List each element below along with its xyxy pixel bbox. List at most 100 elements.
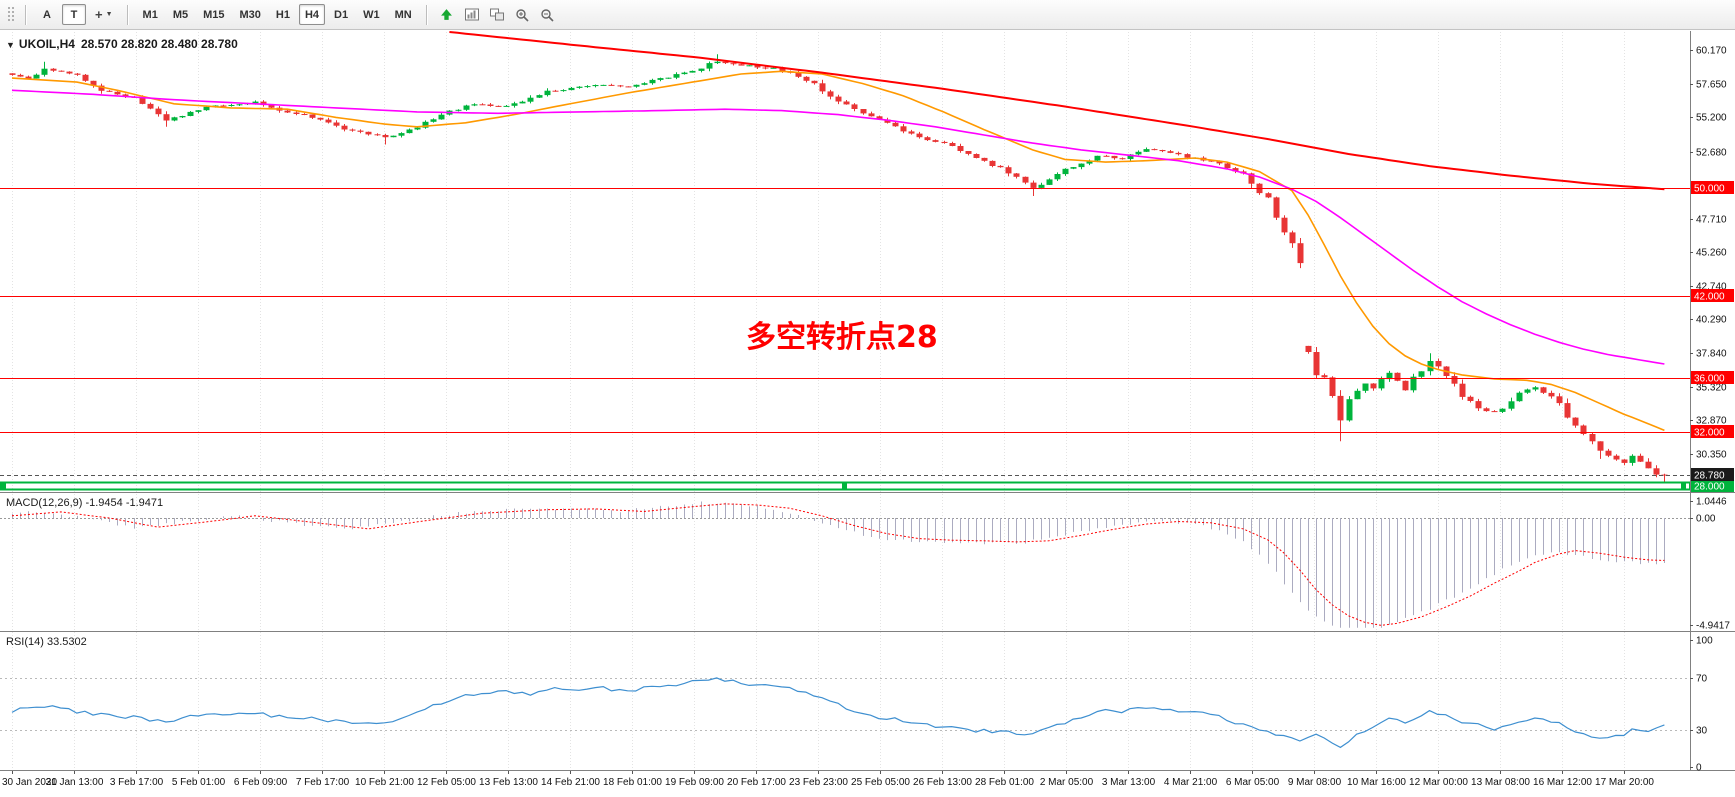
level-price-badge-text: 36.000 [1694,374,1725,385]
price-axis-label: 35.320 [1696,383,1727,394]
crosshair-icon: + [95,7,103,22]
price-axis-label: 40.290 [1696,315,1727,326]
price-axis-label: 32.870 [1696,416,1727,427]
time-axis-label: 20 Feb 17:00 [727,777,786,788]
level-price-badge [1691,425,1734,438]
level-price-badge-text: 50.000 [1694,184,1725,195]
level-price-badge-text: 42.000 [1694,292,1725,303]
time-axis-label: 16 Mar 12:00 [1533,777,1592,788]
price-axis-label: 30 [1696,726,1708,737]
timeframe-m1-button[interactable]: M1 [137,4,164,25]
time-axis-label: 31 Jan 13:00 [46,777,104,788]
zoom-out-icon[interactable] [536,4,558,25]
toolbar: A T + ▼ M1 M5 M15 M30 H1 H4 D1 W1 MN [0,0,1735,30]
timeframe-m5-button[interactable]: M5 [167,4,194,25]
chart-window-icon[interactable] [461,4,483,25]
toolbar-separator [425,4,428,25]
chart-symbol-label: ▼ UKOIL,H4 28.570 28.820 28.480 28.780 [6,37,238,51]
time-axis-label: 3 Feb 17:00 [110,777,164,788]
time-axis-label: 19 Feb 09:00 [665,777,724,788]
current-price-badge [1691,468,1734,481]
time-axis-label: 14 Feb 21:00 [541,777,600,788]
price-axis-label: 100 [1696,636,1713,647]
time-axis-label: 28 Feb 01:00 [975,777,1034,788]
timeframe-h1-button[interactable]: H1 [270,4,296,25]
macd-indicator-label: MACD(12,26,9) -1.9454 -1.9471 [6,497,164,509]
arrow-up-icon[interactable] [436,4,458,25]
toolbar-separator [25,4,27,25]
one-click-trading-toggle-icon[interactable]: ▼ [6,40,15,50]
drawing-tool-dropdown[interactable]: + ▼ [89,4,119,25]
caret-down-icon: ▼ [105,11,113,18]
zoom-in-icon[interactable] [511,4,533,25]
line-handle [1,483,6,489]
price-axis-label: 47.710 [1696,215,1727,226]
candlestick-layer [0,31,1690,491]
time-axis-label: 13 Mar 08:00 [1471,777,1530,788]
price-axis-label: 70 [1696,674,1708,685]
time-axis-label: 6 Mar 05:00 [1226,777,1280,788]
price-axis-label: 45.260 [1696,248,1727,259]
price-axis-label: 0.00 [1696,514,1716,525]
price-axis-label: 37.840 [1696,349,1727,360]
line-handle [842,483,847,489]
time-axis-label: 12 Feb 05:00 [417,777,476,788]
symbol-ohlc-values: 28.570 28.820 28.480 28.780 [80,37,238,51]
time-axis-label: 4 Mar 21:00 [1164,777,1218,788]
time-axis-label: 2 Mar 05:00 [1040,777,1094,788]
rsi-layer [0,677,1690,749]
rsi-indicator-label: RSI(14) 33.5302 [6,636,87,648]
time-axis-label: 7 Feb 17:00 [296,777,350,788]
time-axis-label: 26 Feb 13:00 [913,777,972,788]
level-price-badge-text: 28.000 [1694,482,1725,493]
price-axis-label: 42.740 [1696,282,1727,293]
timeframe-mn-button[interactable]: MN [389,4,418,25]
time-axis-label: 18 Feb 01:00 [603,777,662,788]
timeframe-w1-button[interactable]: W1 [357,4,386,25]
price-axis-label: 52.680 [1696,148,1727,159]
time-axis-label: 13 Feb 13:00 [479,777,538,788]
time-axis-label: 9 Mar 08:00 [1288,777,1342,788]
price-axis-label: 30.350 [1696,450,1727,461]
level-price-badge [1691,479,1734,492]
timeframe-d1-button[interactable]: D1 [328,4,354,25]
time-axis-label: 10 Feb 21:00 [355,777,414,788]
level-price-badge [1691,181,1734,194]
line-handle [1681,483,1686,489]
toolbar-separator [126,4,129,25]
toolbar-grip-icon[interactable] [4,4,18,26]
price-axis-label: 0 [1696,763,1702,774]
current-price-badge-text: 28.780 [1694,471,1725,482]
time-axis-label: 12 Mar 00:00 [1409,777,1468,788]
price-axis-label: -4.9417 [1696,621,1730,632]
price-axis-label: 1.0446 [1696,497,1727,508]
price-axis-label: 60.170 [1696,46,1727,57]
timeframe-h4-button[interactable]: H4 [298,4,326,25]
level-price-badge [1691,289,1734,302]
time-axis-label: 25 Feb 05:00 [851,777,910,788]
price-axis-label: 55.200 [1696,113,1727,124]
time-axis-label: 5 Feb 01:00 [172,777,226,788]
grip-dots-icon [8,6,14,21]
macd-layer [0,501,1690,628]
time-axis-label: 6 Feb 09:00 [234,777,288,788]
time-axis-label: 30 Jan 2020 [2,777,57,788]
time-axis-label: 23 Feb 23:00 [789,777,848,788]
tile-windows-icon[interactable] [486,4,508,25]
text-tool-button[interactable]: T [62,4,86,25]
timeframe-m30-button[interactable]: M30 [234,4,267,25]
symbol-name: UKOIL,H4 [18,37,75,51]
level-price-badge-text: 32.000 [1694,428,1725,439]
level-price-badge [1691,371,1734,384]
annotation-tool-button[interactable]: A [35,4,59,25]
time-axis-label: 10 Mar 16:00 [1347,777,1406,788]
timeframe-m15-button[interactable]: M15 [197,4,230,25]
price-axis-label: 57.650 [1696,80,1727,91]
time-axis-label: 3 Mar 13:00 [1102,777,1156,788]
annotation-text: 多空转折点28 [746,320,938,355]
support-level-band [0,481,1690,491]
time-axis-label: 17 Mar 20:00 [1595,777,1654,788]
